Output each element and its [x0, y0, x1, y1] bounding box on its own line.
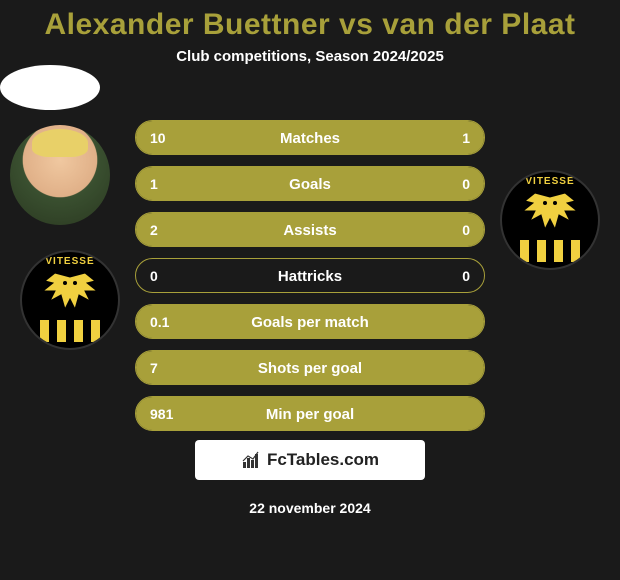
fctables-logo-icon [241, 450, 261, 470]
player-right-photo [0, 65, 100, 110]
club-badge-text: VITESSE [45, 256, 94, 267]
subtitle: Club competitions, Season 2024/2025 [0, 48, 620, 65]
stat-label: Goals per match [136, 305, 484, 339]
club-badge-left: VITESSE [20, 250, 120, 350]
stat-row: 7Shots per goal [135, 350, 485, 385]
player-left-photo [10, 125, 110, 225]
club-stripes [40, 320, 100, 342]
stat-value-right: 0 [462, 213, 470, 247]
stats-container: 10Matches11Goals02Assists00Hattricks00.1… [135, 120, 485, 442]
page-title: Alexander Buettner vs van der Plaat [0, 0, 620, 42]
stat-label: Goals [136, 167, 484, 201]
club-stripes [520, 240, 580, 262]
stat-label: Min per goal [136, 397, 484, 431]
stat-row: 2Assists0 [135, 212, 485, 247]
brand-text: FcTables.com [267, 450, 379, 470]
stat-row: 0Hattricks0 [135, 258, 485, 293]
stat-value-right: 1 [462, 121, 470, 155]
stat-row: 981Min per goal [135, 396, 485, 431]
eagle-icon [35, 269, 105, 319]
stat-row: 0.1Goals per match [135, 304, 485, 339]
stat-value-right: 0 [462, 167, 470, 201]
stat-value-right: 0 [462, 259, 470, 293]
club-badge-right: VITESSE [500, 170, 600, 270]
club-badge-text: VITESSE [525, 176, 574, 187]
player-face-placeholder [10, 125, 110, 225]
stat-label: Assists [136, 213, 484, 247]
stat-row: 1Goals0 [135, 166, 485, 201]
brand-badge: FcTables.com [195, 440, 425, 480]
stat-label: Hattricks [136, 259, 484, 293]
stat-label: Matches [136, 121, 484, 155]
stat-row: 10Matches1 [135, 120, 485, 155]
eagle-icon [515, 189, 585, 239]
stat-label: Shots per goal [136, 351, 484, 385]
footer-date: 22 november 2024 [0, 500, 620, 516]
